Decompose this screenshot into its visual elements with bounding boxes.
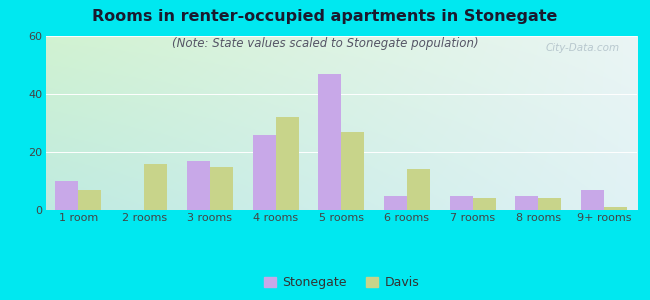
Bar bbox=[450, 196, 473, 210]
Bar bbox=[515, 196, 538, 210]
Bar bbox=[538, 198, 562, 210]
Bar bbox=[252, 135, 276, 210]
Bar bbox=[276, 117, 298, 210]
Bar bbox=[581, 190, 604, 210]
Bar bbox=[341, 132, 364, 210]
Bar bbox=[318, 74, 341, 210]
Bar bbox=[604, 207, 627, 210]
Bar bbox=[55, 181, 79, 210]
Bar bbox=[79, 190, 101, 210]
Bar bbox=[473, 198, 496, 210]
Text: (Note: State values scaled to Stonegate population): (Note: State values scaled to Stonegate … bbox=[172, 38, 478, 50]
Bar bbox=[210, 167, 233, 210]
Text: Rooms in renter-occupied apartments in Stonegate: Rooms in renter-occupied apartments in S… bbox=[92, 9, 558, 24]
Legend: Stonegate, Davis: Stonegate, Davis bbox=[259, 271, 424, 294]
Text: City-Data.com: City-Data.com bbox=[545, 43, 619, 53]
Bar bbox=[144, 164, 167, 210]
Bar bbox=[187, 161, 210, 210]
Bar bbox=[407, 169, 430, 210]
Bar bbox=[384, 196, 407, 210]
